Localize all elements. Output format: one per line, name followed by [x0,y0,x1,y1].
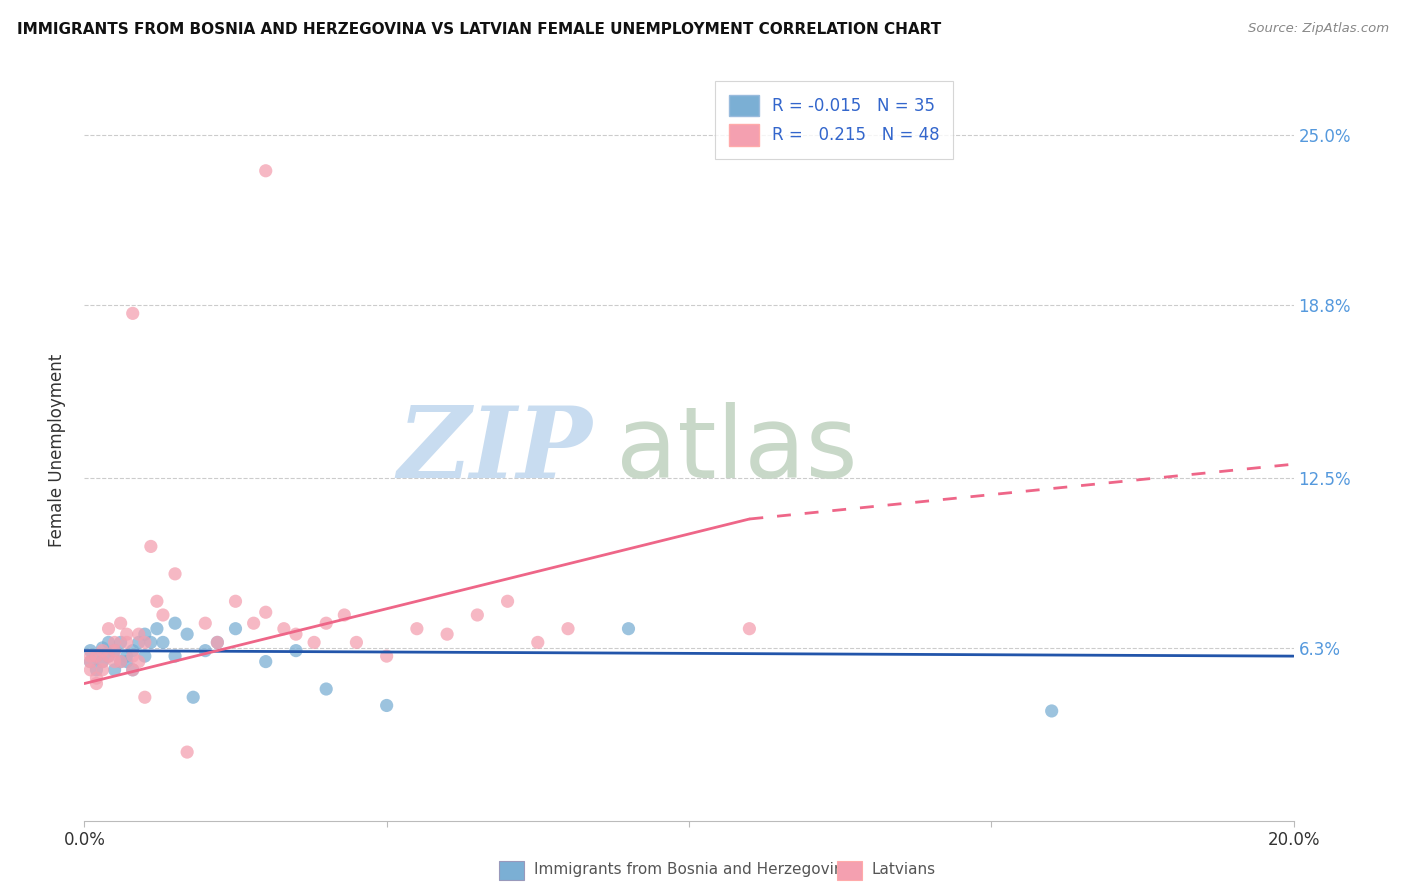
Point [79,649,101,664]
Point [194,616,217,631]
Point [86,671,108,685]
Point [527,635,550,649]
Point [1040,704,1063,718]
Point [91,643,114,657]
Point [104,663,127,677]
Point [134,649,156,664]
Point [134,690,156,705]
Text: Source: ZipAtlas.com: Source: ZipAtlas.com [1249,22,1389,36]
Point [285,627,308,641]
Point [110,616,132,631]
Point [617,622,640,636]
Point [115,627,138,641]
Point [115,649,138,664]
Point [285,643,308,657]
Text: IMMIGRANTS FROM BOSNIA AND HERZEGOVINA VS LATVIAN FEMALE UNEMPLOYMENT CORRELATIO: IMMIGRANTS FROM BOSNIA AND HERZEGOVINA V… [17,22,941,37]
Point [375,698,398,713]
Point [79,655,101,669]
Point [225,622,247,636]
Point [104,635,127,649]
Point [79,663,101,677]
Point [97,635,120,649]
Point [194,643,217,657]
Point [97,622,120,636]
Point [86,649,108,664]
Point [496,594,519,608]
Point [467,607,489,622]
Point [152,607,174,622]
Point [86,663,108,677]
Point [436,627,458,641]
Point [121,663,143,677]
Point [121,663,143,677]
Point [254,163,277,178]
Point [128,655,150,669]
Point [207,635,229,649]
Point [146,594,169,608]
Point [79,643,101,657]
Point [146,622,169,636]
Point [165,566,187,581]
Point [139,635,162,649]
Point [110,635,132,649]
Point [139,540,162,554]
Point [121,306,143,320]
Point [346,635,368,649]
Point [91,640,114,655]
Text: ZIP: ZIP [398,402,592,499]
Point [115,655,138,669]
Point [302,635,325,649]
Point [97,649,120,664]
Point [79,655,101,669]
Point [110,655,132,669]
Point [86,649,108,664]
Point [242,616,264,631]
Point [115,635,138,649]
Point [91,655,114,669]
Text: atlas: atlas [616,402,858,499]
Point [738,622,761,636]
Point [91,663,114,677]
Point [128,635,150,649]
Point [134,635,156,649]
Point [225,594,247,608]
Text: Immigrants from Bosnia and Herzegovina: Immigrants from Bosnia and Herzegovina [534,863,853,877]
Point [165,616,187,631]
Point [104,643,127,657]
Y-axis label: Female Unemployment: Female Unemployment [48,354,66,547]
Point [110,655,132,669]
Point [176,745,198,759]
Point [91,655,114,669]
Point [152,635,174,649]
Point [254,655,277,669]
Point [207,635,229,649]
Point [104,655,127,669]
Point [273,622,295,636]
Point [333,607,356,622]
Point [375,649,398,664]
Point [128,627,150,641]
Point [315,681,337,696]
Point [315,616,337,631]
Point [165,649,187,664]
Point [97,649,120,664]
Point [557,622,579,636]
Point [406,622,429,636]
Point [181,690,204,705]
Point [254,605,277,619]
Point [104,643,127,657]
Point [134,627,156,641]
Point [121,643,143,657]
Legend: R = -0.015   N = 35, R =   0.215   N = 48: R = -0.015 N = 35, R = 0.215 N = 48 [716,81,953,159]
Point [86,676,108,690]
Point [121,649,143,664]
Text: Latvians: Latvians [872,863,936,877]
Point [176,627,198,641]
